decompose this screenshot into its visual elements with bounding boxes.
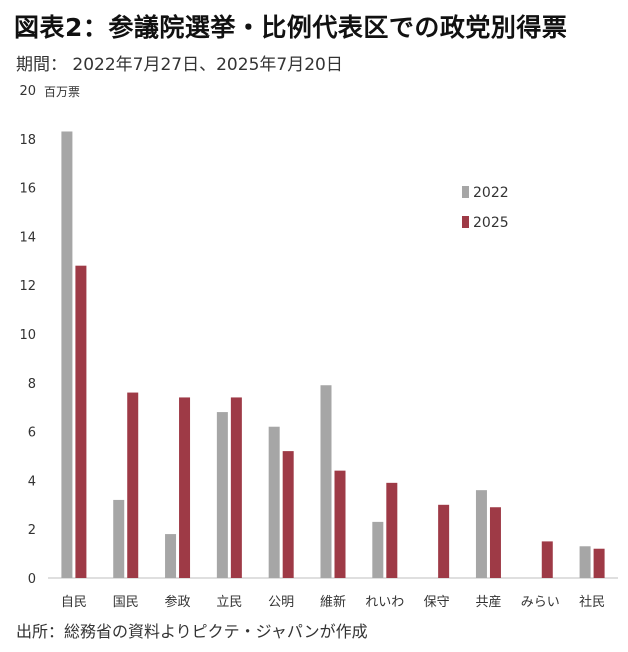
bar-2025-7 xyxy=(386,482,398,578)
x-tick-label: 自民 xyxy=(61,595,87,610)
x-tick-label: 社民 xyxy=(579,594,605,610)
bar-2025-10 xyxy=(541,541,553,578)
x-tick-label: 立民 xyxy=(216,595,242,610)
y-tick-label: 16 xyxy=(19,182,36,197)
bar-2022-5 xyxy=(268,426,280,578)
bar-2025-3 xyxy=(179,397,191,578)
bar-2022-9 xyxy=(475,490,487,578)
x-tick-label: 参政 xyxy=(165,594,191,610)
bar-2022-3 xyxy=(165,534,177,578)
x-tick-label: 国民 xyxy=(113,595,139,610)
x-axis: 自民 国民 参政 立民 公明 維新 れいわ 保守 共産 みらい 社民 xyxy=(48,577,618,610)
y-tick-label: 8 xyxy=(28,377,36,392)
y-tick-label: 2 xyxy=(28,523,36,538)
y-tick-label: 20 xyxy=(19,84,36,99)
bar-2025-6 xyxy=(334,470,346,578)
chart-title: 図表2：参議院選挙・比例代表区での政党別得票 xyxy=(14,13,568,42)
legend: 2022 2025 xyxy=(462,185,509,231)
x-tick-label: れいわ xyxy=(365,595,404,610)
bar-2025-1 xyxy=(75,265,87,578)
x-tick-label: 共産 xyxy=(475,594,501,610)
y-tick-label: 6 xyxy=(28,426,36,441)
bar-2025-5 xyxy=(282,451,294,578)
bar-2025-4 xyxy=(230,397,242,578)
y-tick-label: 12 xyxy=(19,279,36,294)
bars xyxy=(61,131,605,579)
chart-period: 期間： 2022年7月27日、2025年7月20日 xyxy=(16,55,343,75)
y-axis: 0 2 4 6 8 10 12 14 16 18 20 xyxy=(19,84,36,587)
legend-label-2025: 2025 xyxy=(473,215,509,231)
bar-2025-9 xyxy=(489,507,501,578)
legend-swatch-2025 xyxy=(462,216,469,228)
y-tick-label: 4 xyxy=(28,474,36,489)
bar-2025-2 xyxy=(127,392,139,578)
y-tick-label: 14 xyxy=(19,230,36,245)
bar-2022-1 xyxy=(61,131,73,579)
bar-2022-7 xyxy=(372,521,384,578)
legend-label-2022: 2022 xyxy=(473,185,509,201)
bar-2022-2 xyxy=(113,499,125,578)
source-note: 出所：総務省の資料よりピクテ・ジャパンが作成 xyxy=(16,622,368,641)
y-tick-label: 10 xyxy=(19,328,36,343)
unit-label: 百万票 xyxy=(44,85,80,99)
bar-2025-11 xyxy=(593,548,605,578)
x-tick-label: みらい xyxy=(521,595,560,610)
bar-2022-11 xyxy=(579,546,591,578)
legend-swatch-2022 xyxy=(462,186,469,198)
bar-2022-6 xyxy=(320,385,332,578)
y-tick-label: 0 xyxy=(28,572,36,587)
bar-2022-4 xyxy=(216,412,228,578)
x-tick-label: 公明 xyxy=(268,595,294,610)
y-tick-label: 18 xyxy=(19,133,36,148)
bar-2025-8 xyxy=(438,504,450,578)
x-tick-label: 維新 xyxy=(320,594,346,610)
x-tick-label: 保守 xyxy=(424,595,450,610)
